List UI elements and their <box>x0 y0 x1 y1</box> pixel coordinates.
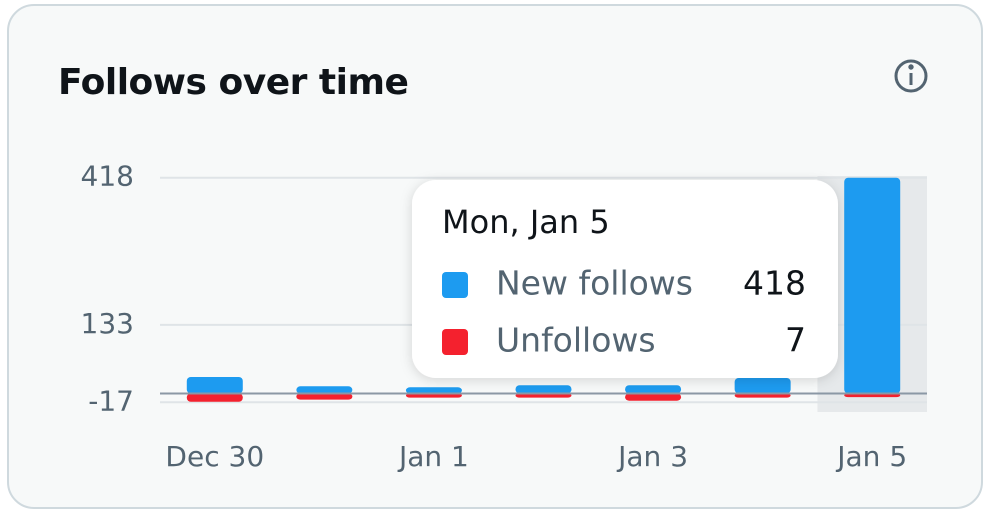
chart-title: Follows over time <box>58 62 408 103</box>
tooltip-value: 7 <box>785 321 806 360</box>
new-follows-bar <box>625 385 682 394</box>
legend-swatch <box>442 329 468 355</box>
x-tick-label: Jan 3 <box>616 440 688 473</box>
y-tick-label: -17 <box>88 384 134 417</box>
new-follows-bar <box>296 386 353 394</box>
new-follows-bar <box>844 177 901 394</box>
legend-label: New follows <box>496 264 693 303</box>
legend-swatch <box>442 272 468 298</box>
new-follows-bar <box>405 387 462 394</box>
new-follows-bar <box>186 376 243 394</box>
unfollows-bar <box>186 393 243 402</box>
x-tick-label: Jan 5 <box>835 440 907 473</box>
unfollows-bar <box>515 393 572 398</box>
y-tick-label: 133 <box>81 307 134 340</box>
tooltip-title: Mon, Jan 5 <box>442 203 610 241</box>
unfollows-bar <box>405 393 462 398</box>
x-tick-label: Dec 30 <box>165 440 264 473</box>
new-follows-bar <box>734 378 791 394</box>
new-follows-bar <box>515 385 572 394</box>
y-tick-label: 418 <box>81 160 134 193</box>
unfollows-bar <box>625 393 682 401</box>
tooltip-value: 418 <box>743 264 806 303</box>
unfollows-bar <box>734 393 791 398</box>
unfollows-bar <box>296 393 353 400</box>
tooltip: Mon, Jan 5 New follows 418 Unfollows 7 <box>412 180 838 378</box>
tooltip-box <box>412 180 838 378</box>
x-tick-label: Jan 1 <box>397 440 469 473</box>
legend-label: Unfollows <box>496 321 656 360</box>
info-icon[interactable] <box>894 59 928 93</box>
